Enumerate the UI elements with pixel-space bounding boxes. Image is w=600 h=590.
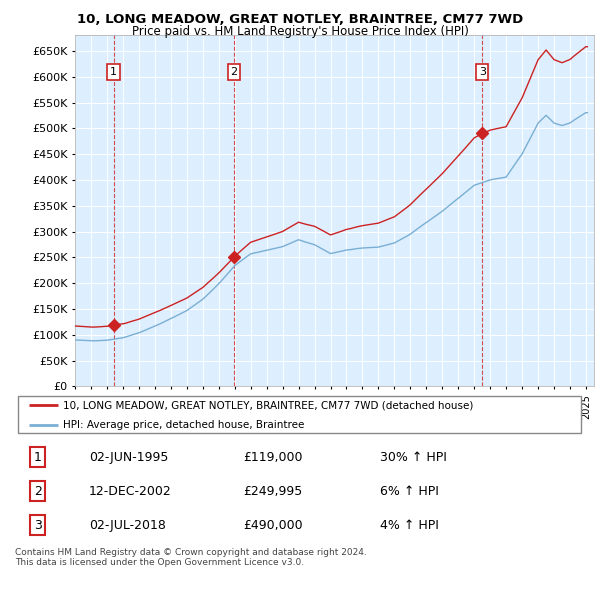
Text: 3: 3 [479,67,486,77]
Text: 1: 1 [34,451,42,464]
Text: Contains HM Land Registry data © Crown copyright and database right 2024.
This d: Contains HM Land Registry data © Crown c… [15,548,367,567]
Text: HPI: Average price, detached house, Braintree: HPI: Average price, detached house, Brai… [64,420,305,430]
Text: £490,000: £490,000 [243,519,302,532]
Text: 10, LONG MEADOW, GREAT NOTLEY, BRAINTREE, CM77 7WD (detached house): 10, LONG MEADOW, GREAT NOTLEY, BRAINTREE… [64,400,474,410]
Text: 1: 1 [110,67,117,77]
Text: 4% ↑ HPI: 4% ↑ HPI [380,519,439,532]
Text: 3: 3 [34,519,42,532]
Text: 02-JUN-1995: 02-JUN-1995 [89,451,169,464]
Text: Price paid vs. HM Land Registry's House Price Index (HPI): Price paid vs. HM Land Registry's House … [131,25,469,38]
Text: £249,995: £249,995 [243,484,302,498]
Text: £119,000: £119,000 [243,451,302,464]
Text: 6% ↑ HPI: 6% ↑ HPI [380,484,439,498]
Text: 10, LONG MEADOW, GREAT NOTLEY, BRAINTREE, CM77 7WD: 10, LONG MEADOW, GREAT NOTLEY, BRAINTREE… [77,13,523,26]
Text: 02-JUL-2018: 02-JUL-2018 [89,519,166,532]
Text: 2: 2 [230,67,238,77]
FancyBboxPatch shape [18,396,581,433]
Text: 2: 2 [34,484,42,498]
Text: 30% ↑ HPI: 30% ↑ HPI [380,451,446,464]
Text: 12-DEC-2002: 12-DEC-2002 [89,484,172,498]
